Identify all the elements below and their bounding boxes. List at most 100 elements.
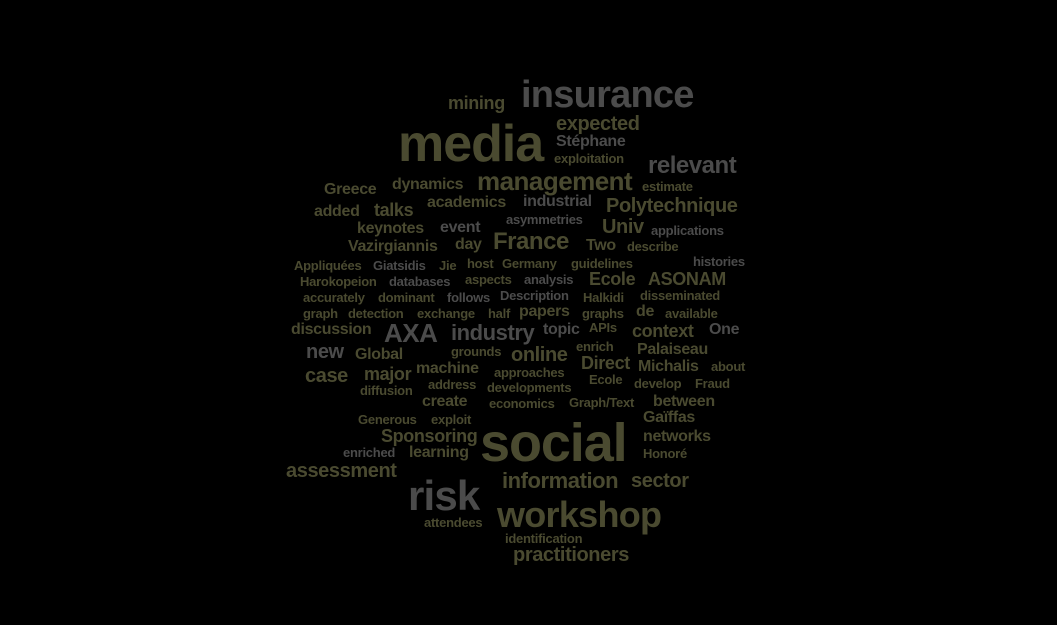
word-polytechnique: Polytechnique <box>606 195 738 217</box>
word-asymmetries: asymmetries <box>506 212 583 227</box>
word-networks: networks <box>643 428 711 445</box>
word-stephane: Stéphane <box>556 133 626 150</box>
word-michalis: Michalis <box>638 358 699 375</box>
word-detection: detection <box>348 306 404 321</box>
word-axa: AXA <box>384 318 438 348</box>
word-analysis: analysis <box>524 272 574 287</box>
word-generous: Generous <box>358 412 417 427</box>
word-databases: databases <box>389 274 451 289</box>
word-appliquees: Appliquées <box>294 258 362 273</box>
word-industry: industry <box>451 320 535 345</box>
word-honore: Honoré <box>643 446 687 461</box>
word-enriched: enriched <box>343 445 396 460</box>
word-available: available <box>665 306 718 321</box>
word-exploitation: exploitation <box>554 151 624 166</box>
word-information: information <box>502 468 619 493</box>
word-graphtext: Graph/Text <box>569 395 635 410</box>
word-exchange: exchange <box>417 306 475 321</box>
word-case: case <box>305 365 348 387</box>
word-diffusion: diffusion <box>360 383 413 398</box>
word-media: media <box>398 115 544 173</box>
word-keynotes: keynotes <box>357 220 424 237</box>
word-harokopeion: Harokopeion <box>300 274 377 289</box>
word-giatsidis: Giatsidis <box>373 258 426 273</box>
word-assessment: assessment <box>286 460 397 482</box>
word-half: half <box>488 306 511 321</box>
word-learning: learning <box>409 444 469 461</box>
word-mining: mining <box>448 93 505 113</box>
word-histories: histories <box>693 254 745 269</box>
word-academics: academics <box>427 194 506 211</box>
word-context: context <box>632 321 694 341</box>
word-describe: describe <box>627 239 679 254</box>
word-halkidi: Halkidi <box>583 290 624 305</box>
word-dynamics: dynamics <box>392 176 464 193</box>
word-description: Description <box>500 288 569 303</box>
word-applications: applications <box>651 223 724 238</box>
word-event: event <box>440 219 481 236</box>
word-approaches: approaches <box>494 365 565 380</box>
word-major: major <box>364 364 412 384</box>
word-univ: Univ <box>602 216 644 238</box>
word-host: host <box>467 256 494 271</box>
word-enrich: enrich <box>576 339 614 354</box>
word-jie: Jie <box>439 258 457 273</box>
word-machine: machine <box>416 360 479 377</box>
word-management: management <box>477 166 633 196</box>
word-apis: APIs <box>589 320 617 335</box>
word-developments: developments <box>487 380 572 395</box>
word-accurately: accurately <box>303 290 365 305</box>
word-dominant: dominant <box>378 290 435 305</box>
word-papers: papers <box>519 303 570 320</box>
word-france: France <box>493 228 569 255</box>
word-expected: expected <box>556 113 640 135</box>
word-create: create <box>422 393 468 410</box>
word-estimate: estimate <box>642 179 693 194</box>
word-fraud: Fraud <box>695 376 730 391</box>
word-sector: sector <box>631 470 689 492</box>
word-guidelines: guidelines <box>571 256 633 271</box>
word-economics: economics <box>489 396 555 411</box>
word-direct: Direct <box>581 353 630 373</box>
word-two: Two <box>586 237 616 254</box>
word-discussion: discussion <box>291 321 372 338</box>
word-added: added <box>314 203 360 220</box>
word-relevant: relevant <box>648 152 737 179</box>
word-develop: develop <box>634 376 682 391</box>
word-attendees: attendees <box>424 515 483 530</box>
word-talks: talks <box>374 200 414 220</box>
word-de: de <box>636 303 655 320</box>
word-topic: topic <box>543 321 580 338</box>
word-disseminated: disseminated <box>640 288 720 303</box>
word-gaiffas: Gaïffas <box>643 409 696 426</box>
word-online: online <box>511 344 568 366</box>
word-between: between <box>653 393 715 410</box>
word-exploit: exploit <box>431 412 472 427</box>
word-graph: graph <box>303 306 338 321</box>
word-address: address <box>428 377 477 392</box>
word-ecole-2: Ecole <box>589 372 623 387</box>
word-one: One <box>709 321 740 338</box>
word-sponsoring: Sponsoring <box>381 426 478 446</box>
word-identification: identification <box>505 531 583 546</box>
word-follows: follows <box>447 290 490 305</box>
word-practitioners: practitioners <box>513 544 629 566</box>
word-aspects: aspects <box>465 272 512 287</box>
word-palaiseau: Palaiseau <box>637 341 708 358</box>
word-graphs: graphs <box>582 306 624 321</box>
word-asonam: ASONAM <box>648 269 726 289</box>
word-about: about <box>711 359 746 374</box>
word-vazirgiannis: Vazirgiannis <box>348 238 438 255</box>
word-greece: Greece <box>324 181 377 198</box>
word-risk: risk <box>408 472 480 519</box>
word-social: social <box>480 413 628 473</box>
word-industrial: industrial <box>523 193 592 210</box>
word-day: day <box>455 236 482 253</box>
word-insurance: insurance <box>521 74 694 116</box>
word-germany: Germany <box>502 256 557 271</box>
word-global: Global <box>355 346 403 363</box>
word-workshop: workshop <box>497 494 662 535</box>
word-new: new <box>306 341 344 363</box>
word-grounds: grounds <box>451 344 502 359</box>
